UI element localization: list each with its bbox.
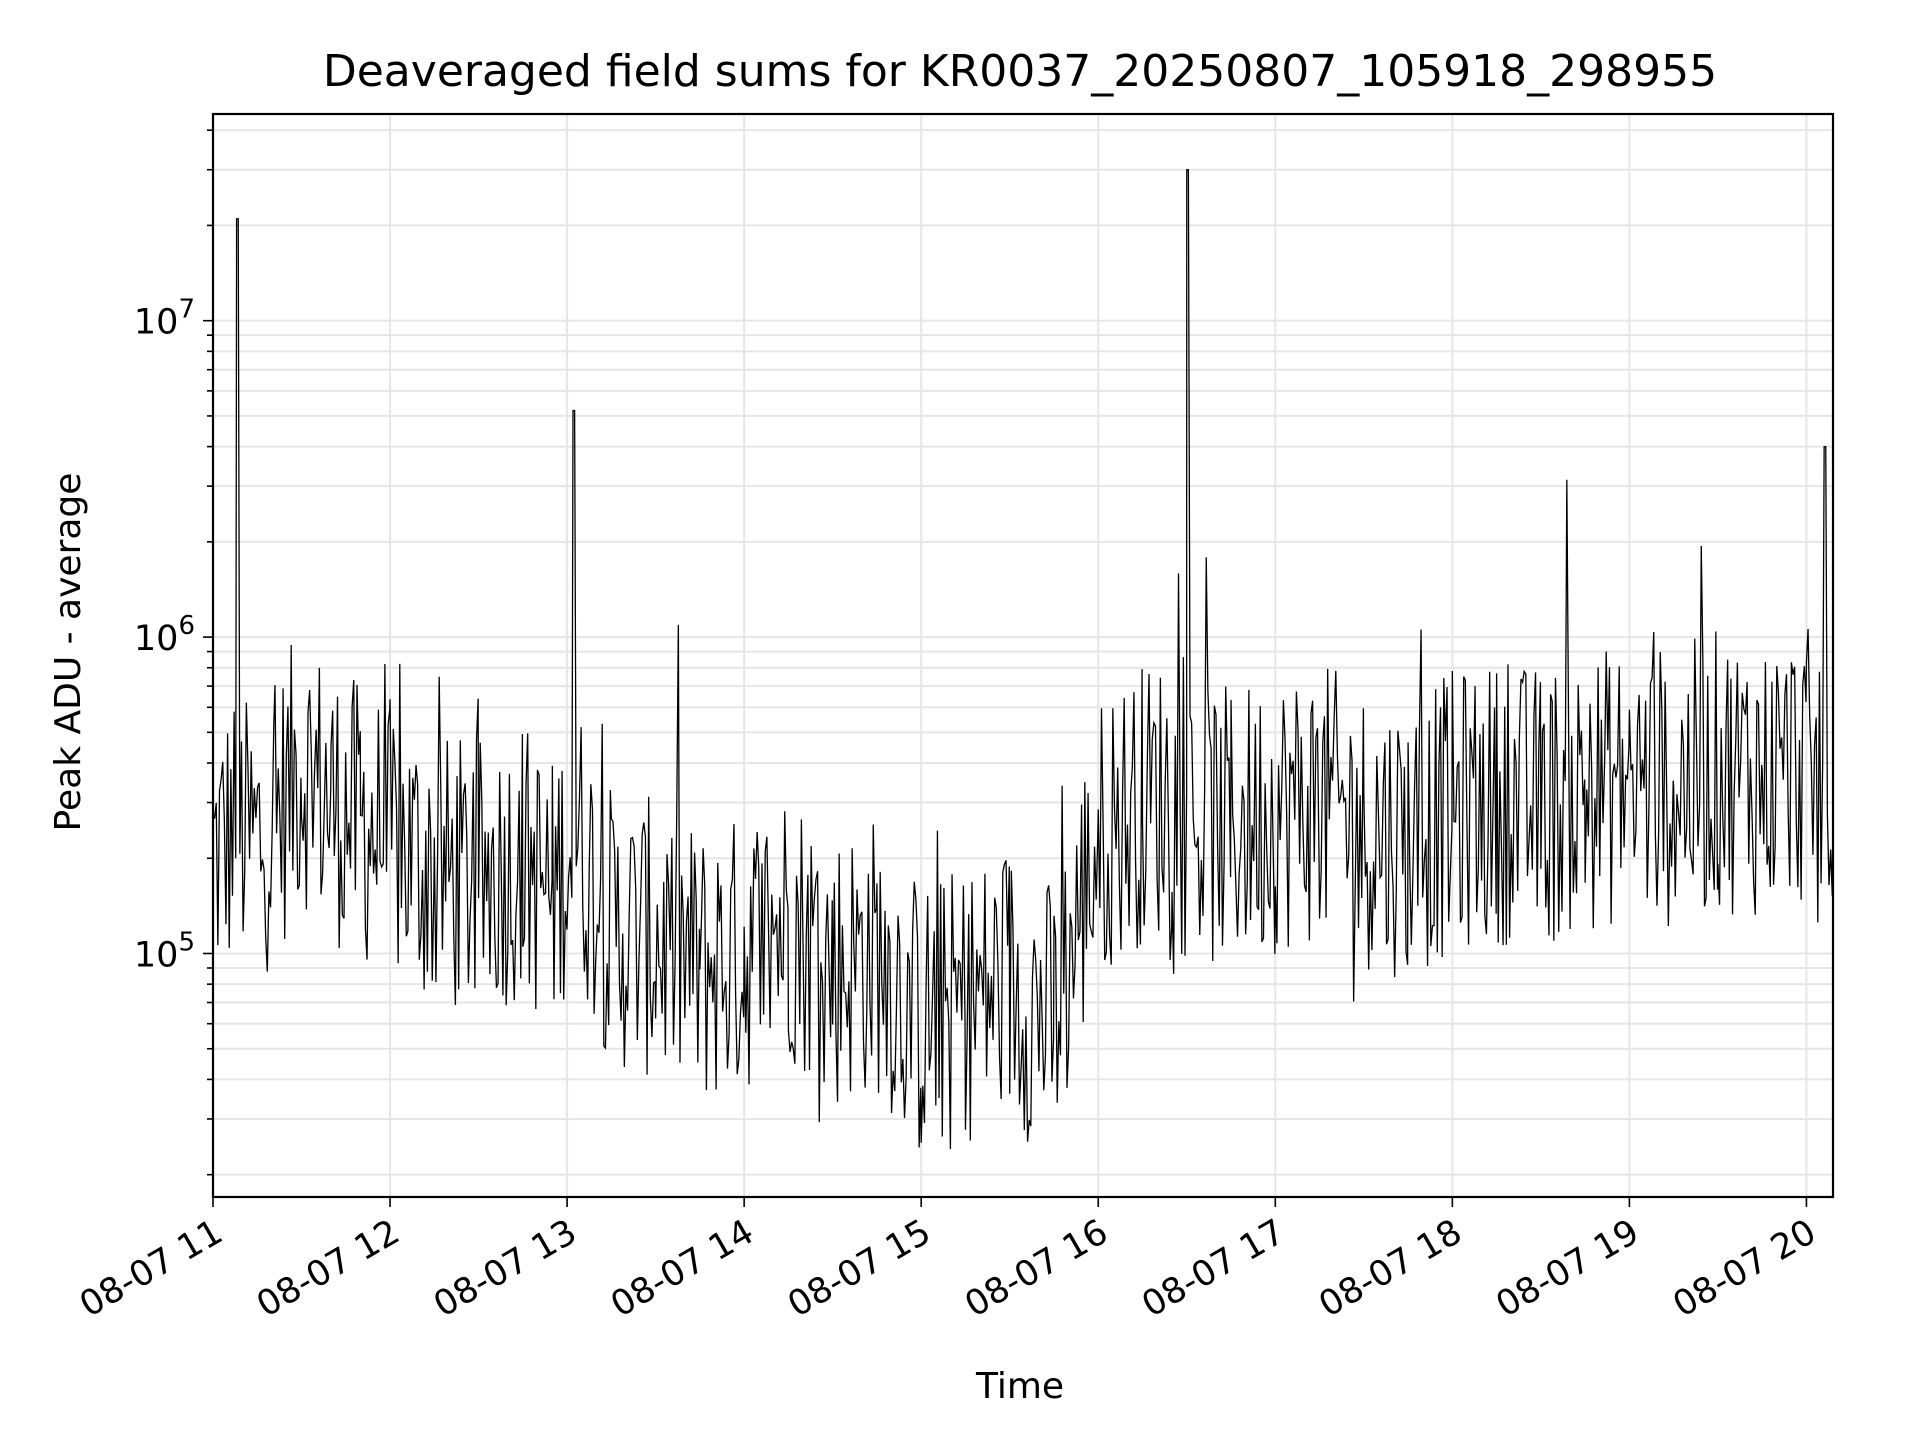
- plot-frame: [211, 112, 1835, 1199]
- series-line: [212, 169, 1834, 1150]
- y-tick-label: 107: [134, 295, 195, 343]
- y-tick-label: 105: [134, 928, 195, 976]
- chart-title: Deaveraged field sums for KR0037_2025080…: [323, 46, 1717, 97]
- y-axis-label: Peak ADU - average: [48, 473, 89, 832]
- y-tick-label: 106: [134, 611, 195, 659]
- x-axis-label: Time: [975, 1366, 1064, 1407]
